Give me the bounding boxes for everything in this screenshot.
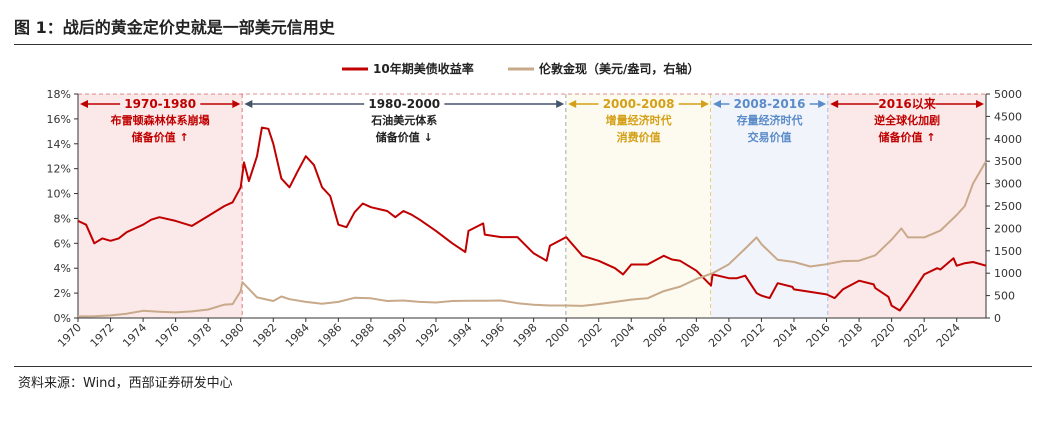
period-arrowhead-left [830, 100, 839, 108]
source-rule [14, 366, 1032, 367]
period-title: 2000-2008 [603, 97, 675, 111]
x-tick-label: 2012 [739, 321, 768, 350]
period-band-p1970 [78, 94, 243, 318]
x-tick-label: 1988 [348, 321, 377, 350]
y-right-tick-label: 4000 [994, 133, 1022, 146]
x-tick-label: 2010 [706, 321, 735, 350]
x-tick-label: 1992 [413, 321, 442, 350]
period-desc-line: 储备价值 ↑ [132, 130, 189, 144]
x-tick-label: 2024 [934, 321, 963, 350]
gold-yield-chart: 0% 2% 4% 6% 8% 10% 12% 14% 16% 18% 0 500 1000 1500 200… [47, 61, 1022, 350]
x-tick-label: 1978 [185, 321, 214, 350]
period-arrowhead-right [556, 100, 565, 108]
y-right-tick-label: 5000 [994, 88, 1022, 101]
period-desc-line: 存量经济时代 [737, 113, 803, 127]
y-right-tick-label: 1000 [994, 267, 1022, 280]
y-right-tick-label: 3500 [994, 155, 1022, 168]
x-tick-label: 2000 [543, 321, 572, 350]
y-right-tick-label: 500 [994, 290, 1015, 303]
x-tick-label: 2022 [901, 321, 930, 350]
period-title: 2008-2016 [734, 97, 806, 111]
period-desc-line: 增量经济时代 [606, 113, 672, 127]
period-bands [77, 93, 987, 319]
x-tick-label: 1998 [511, 321, 540, 350]
x-tick-label: 2006 [641, 321, 670, 350]
y-right-tick-label: 4500 [994, 110, 1022, 123]
period-arrowhead-left [244, 100, 253, 108]
period-desc-line: 交易价值 [748, 130, 792, 144]
x-tick-label: 1972 [88, 321, 117, 350]
x-tick-label: 1976 [153, 321, 182, 350]
x-tick-label: 2020 [869, 321, 898, 350]
period-band-p1980 [242, 94, 567, 318]
y-right-tick-label: 0 [994, 312, 1001, 325]
period-desc-line: 储备价值 ↑ [879, 130, 936, 144]
period-band-p2000 [566, 94, 711, 318]
x-tick-label: 2004 [608, 321, 637, 350]
period-desc-line: 布雷顿森林体系崩塌 [111, 113, 210, 127]
y-right-tick-label: 1500 [994, 245, 1022, 258]
period-band-p2016 [828, 94, 986, 318]
x-tick-label: 2018 [836, 321, 865, 350]
y-right-tick-label: 2500 [994, 200, 1022, 213]
period-arrowhead-left [568, 100, 577, 108]
y-left-tick-label: 2% [54, 287, 71, 300]
y-left-tick-label: 0% [54, 312, 71, 325]
x-tick-label: 2016 [804, 321, 833, 350]
yield-series-line [77, 126, 987, 312]
x-tick-label: 1990 [381, 321, 410, 350]
x-tick-label: 1996 [478, 321, 507, 350]
x-tick-label: 1994 [446, 321, 475, 350]
x-tick-label: 1974 [120, 321, 149, 350]
period-arrowhead-right [700, 100, 709, 108]
x-tick-label: 1984 [283, 321, 312, 350]
x-tick-label: 1986 [315, 321, 344, 350]
period-arrowhead-left [80, 100, 88, 108]
y-right-tick-label: 2000 [994, 222, 1022, 235]
period-title: 1980-2000 [368, 97, 440, 111]
legend: 10年期美债收益率 伦敦金现（美元/盎司，右轴） [342, 61, 699, 76]
x-tick-label: 1970 [55, 321, 84, 350]
y-left-tick-label: 14% [47, 138, 71, 151]
source-note: 资料来源：Wind，西部证券研发中心 [18, 376, 233, 391]
y-left-tick-label: 10% [47, 188, 71, 201]
y-left-tick-label: 18% [47, 88, 71, 101]
series-lines [77, 126, 987, 318]
legend-label-yield: 10年期美债收益率 [373, 61, 474, 76]
y-left-tick-label: 8% [54, 212, 71, 225]
x-tick-label: 1982 [250, 321, 279, 350]
gold-series-line [77, 160, 987, 318]
period-desc-line: 储备价值 ↓ [376, 130, 433, 144]
period-arrowhead-right [232, 100, 241, 108]
y-right-tick-label: 3000 [994, 178, 1022, 191]
x-tick-label: 2008 [673, 321, 702, 350]
period-desc-line: 石油美元体系 [370, 113, 437, 127]
y-left-tick-label: 6% [54, 237, 71, 250]
x-tick-label: 2002 [576, 321, 605, 350]
period-title: 2016以来 [878, 96, 936, 111]
x-tick-label: 2014 [771, 321, 800, 350]
period-band-p2008 [710, 94, 829, 318]
period-arrowhead-right [818, 100, 827, 108]
period-arrowhead-left [712, 100, 721, 108]
y-left-tick-label: 16% [47, 113, 71, 126]
period-desc-line: 逆全球化加剧 [874, 113, 940, 127]
title-rule [14, 44, 1032, 45]
y-left-tick-label: 12% [47, 163, 71, 176]
y-left-tick-label: 4% [54, 262, 71, 275]
period-desc-line: 消费价值 [617, 130, 661, 144]
period-arrowhead-right [976, 100, 984, 108]
x-tick-label: 1980 [218, 321, 247, 350]
figure-title: 图 1：战后的黄金定价史就是一部美元信用史 [14, 18, 335, 37]
period-title: 1970-1980 [124, 97, 196, 111]
legend-label-gold: 伦敦金现（美元/盎司，右轴） [539, 61, 699, 76]
